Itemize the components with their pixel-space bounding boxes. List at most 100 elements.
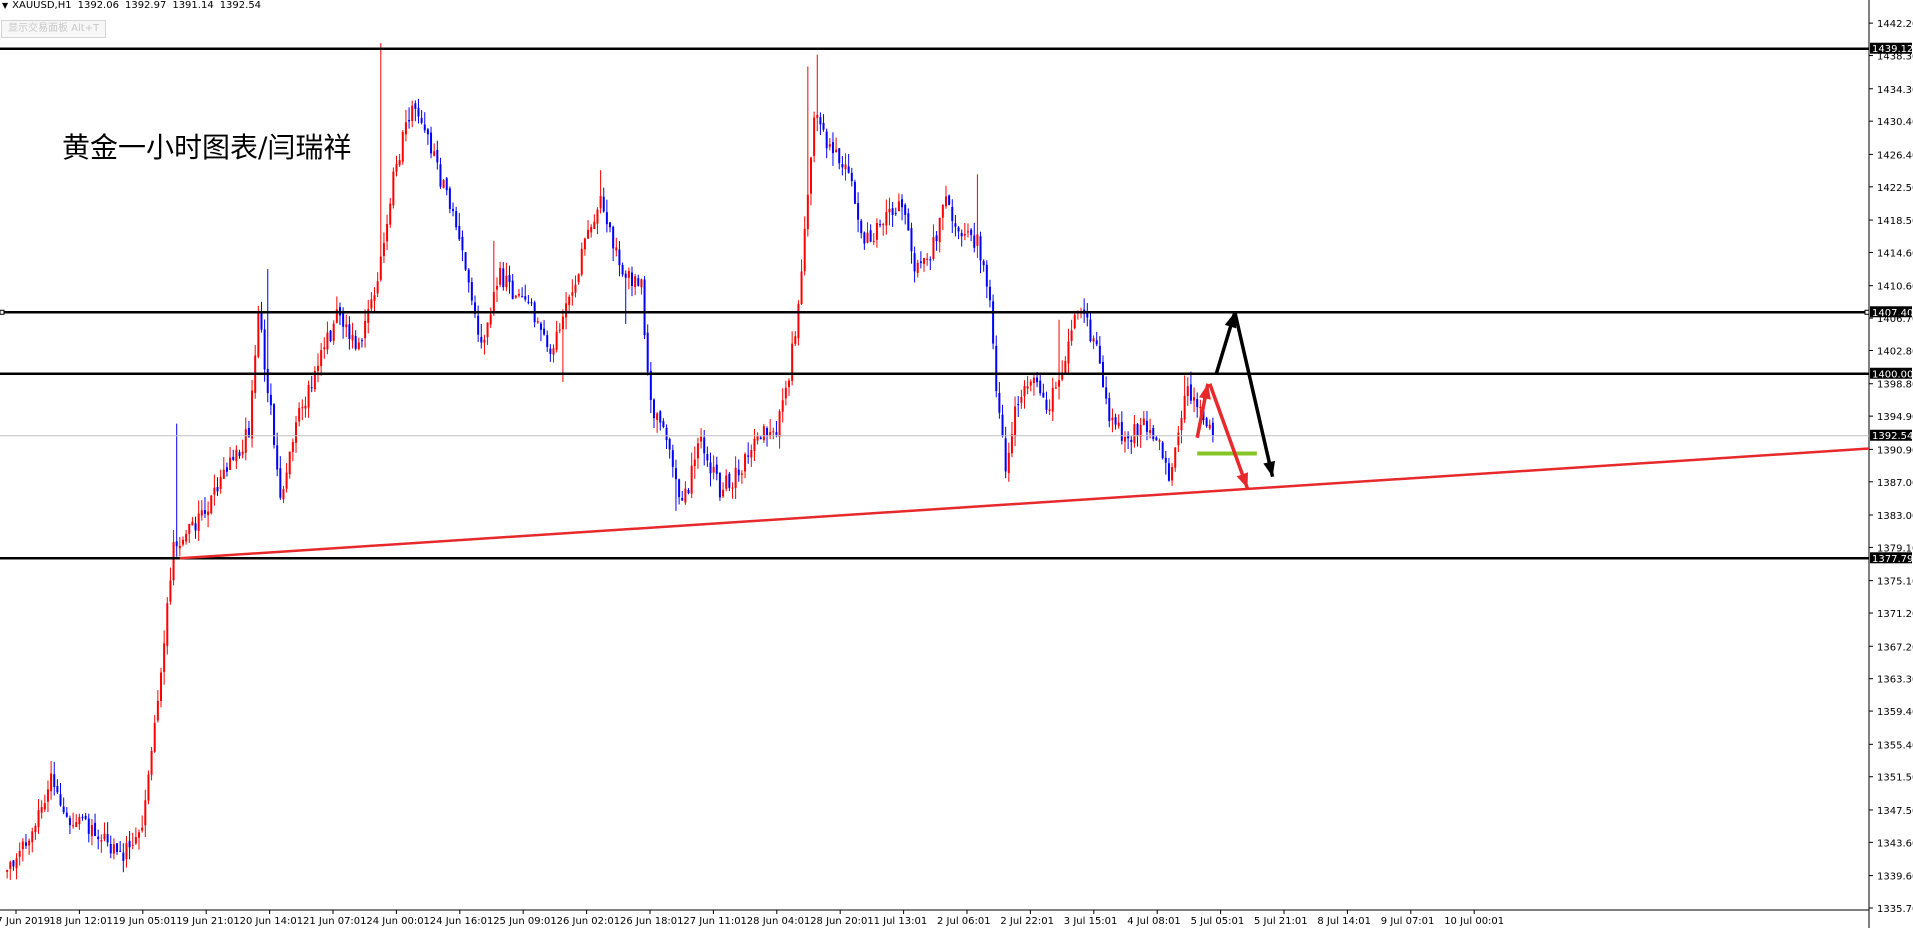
candle [65,807,68,818]
candle-body [141,827,144,831]
candle [1114,413,1117,430]
candle [461,230,464,262]
candle-body [1014,406,1017,437]
candle [558,323,561,334]
candle [150,746,153,781]
candle [37,799,40,834]
candle [517,288,520,298]
price-tick-label: 1355.40 [1877,740,1913,751]
candle-body [474,302,476,314]
candle-body [992,301,995,344]
candle [612,225,615,262]
candle [976,174,979,258]
candle-body [125,843,128,860]
dropdown-triangle-icon[interactable]: ▼ [2,1,9,10]
candle [1032,374,1035,396]
candle-body [335,309,338,323]
candle-body [825,131,828,149]
candle-body [957,227,960,232]
candle-body [646,332,649,372]
candle [1026,375,1029,395]
candle-body [464,252,467,270]
candle [430,126,433,159]
candle [747,442,750,464]
candle [128,831,131,860]
candle-body [568,296,571,306]
candle [844,153,847,181]
candle [254,344,257,399]
candle-body [524,296,527,300]
candle [1007,442,1010,482]
chart-annotation: 黄金一小时图表/闫瑞祥 [62,131,352,164]
candle [335,296,338,324]
candle [725,469,728,492]
candle [18,842,21,866]
candle-body [923,258,926,264]
candle [6,869,9,879]
candle [926,253,929,266]
candle-body [935,235,938,242]
candle [800,259,803,305]
candle [185,529,188,545]
candle-body [549,348,552,354]
price-tick-label: 1351.50 [1877,773,1913,784]
candle [119,841,122,853]
candle [329,329,332,343]
candle-body [90,825,93,837]
line-handle [0,309,5,315]
candle-body [822,122,825,130]
candle-body [631,272,633,286]
candle [200,500,203,521]
time-tick-label: 5 Jul 21:01 [1254,916,1308,927]
candle-body [951,206,954,222]
price-tick-label: 1383.00 [1877,511,1913,522]
candle [338,302,341,326]
candle-body [988,286,991,301]
candle-body [543,328,546,335]
candle-body [599,196,602,209]
candle [288,451,291,479]
candle [847,153,850,174]
candle [1017,396,1020,418]
trade-panel-button[interactable]: 显示交易面板 Alt+T [1,20,107,38]
candle [662,418,665,429]
candle [109,835,112,859]
candle-body [112,844,115,854]
candle-body [621,264,624,275]
candle [1155,435,1158,441]
candle-body [257,313,260,357]
candle [970,228,973,242]
candle [988,279,991,308]
candle [762,423,765,443]
candle-body [156,700,159,721]
candle-body [1180,417,1183,431]
candle [24,834,27,849]
candle [134,827,137,845]
candle [643,276,646,340]
candle-body [225,467,228,472]
candle-body [59,794,62,806]
candle [1001,404,1004,438]
candle [1095,331,1098,347]
candle-body [276,445,279,470]
candle [15,853,18,880]
candle-body [310,387,313,389]
candle [772,427,775,440]
candle [225,462,228,477]
candle-body [1054,387,1057,389]
candle [693,446,696,479]
candle [1158,438,1161,451]
candle-body [285,472,288,489]
candle [295,415,298,453]
candle [722,482,725,499]
price-tick-label: 1339.60 [1877,872,1913,883]
candle [411,100,414,128]
candle-body [891,208,894,215]
candle [750,444,753,467]
candle-body [709,462,712,474]
candle [46,780,49,813]
candle [166,597,169,655]
candle-body [62,806,65,813]
candle-body [715,464,718,474]
